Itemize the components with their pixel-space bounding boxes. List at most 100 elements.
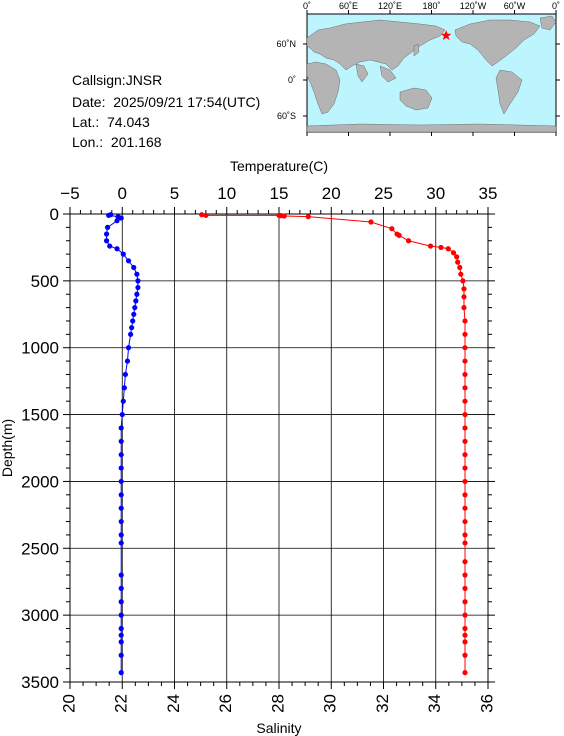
data-point (462, 572, 468, 578)
data-point (133, 298, 139, 304)
data-point (462, 625, 468, 632)
land-japan (413, 43, 420, 57)
data-point (462, 438, 468, 444)
data-point (118, 425, 124, 431)
salinity-tick-label: 28 (268, 694, 287, 713)
data-point (460, 278, 466, 284)
data-point (118, 505, 124, 511)
data-point (128, 331, 134, 337)
data-point (118, 632, 124, 638)
land-eurasia (306, 19, 446, 71)
salinity-tick-label: 26 (216, 694, 235, 713)
callsign-text: Callsign:JNSR (72, 72, 163, 88)
data-point (134, 291, 140, 297)
data-point (405, 238, 412, 244)
profile-series (103, 212, 468, 676)
data-point (427, 243, 434, 249)
temperature-tick-label: 5 (170, 184, 179, 203)
depth-tick-label: 2000 (21, 472, 59, 491)
temperature-tick-label: 15 (270, 184, 289, 203)
data-point (124, 358, 131, 364)
data-point (118, 639, 124, 645)
data-point (103, 238, 110, 244)
data-point (103, 231, 110, 237)
data-point (438, 244, 444, 251)
salinity-axis-label: Salinity (256, 720, 301, 736)
depth-tick-label: 2500 (21, 539, 59, 558)
data-point (462, 559, 468, 565)
data-point (203, 212, 209, 218)
map-land (306, 15, 557, 133)
salinity-tick-label: 30 (321, 694, 340, 713)
location-map: 0˚ 60˚E 120˚E 180˚ 120˚W 60˚W 0˚ 60˚N 0˚ 60˚S (276, 1, 560, 136)
map-lon-label: 0˚ (552, 1, 560, 11)
data-point (118, 478, 124, 485)
data-point (118, 585, 124, 592)
data-point (462, 425, 468, 431)
data-point (281, 213, 287, 219)
data-point (305, 214, 311, 220)
map-lat-label: 0˚ (288, 75, 296, 85)
data-point (462, 452, 468, 458)
data-point (130, 318, 136, 324)
data-point (134, 271, 140, 277)
depth-tick-label: 500 (31, 272, 59, 291)
data-point (131, 311, 137, 317)
land-south-america (495, 69, 523, 115)
salinity-tick-label: 24 (164, 694, 183, 713)
land-seasia (379, 65, 397, 83)
data-point (132, 305, 138, 311)
date-text: Date: 2025/09/21 17:54(UTC) (72, 94, 261, 110)
land-australia (399, 87, 433, 111)
salinity-tick-label: 32 (373, 694, 392, 713)
series-line-0 (201, 214, 466, 673)
depth-tick-label: 3000 (21, 606, 59, 625)
data-point (462, 518, 468, 525)
data-point (135, 278, 141, 284)
land-antarctica (306, 123, 557, 133)
data-point (135, 284, 141, 291)
map-lon-label: 120˚E (378, 1, 402, 11)
data-point (462, 478, 468, 485)
data-point (462, 345, 468, 351)
data-point (457, 264, 463, 271)
data-point (131, 264, 137, 271)
data-point (462, 411, 468, 418)
map-labels: 0˚ 60˚E 120˚E 180˚ 120˚W 60˚W 0˚ 60˚N 0˚ 60˚S (276, 1, 560, 121)
data-point (454, 254, 460, 260)
map-lon-label: 60˚E (339, 1, 358, 11)
temperature-tick-label: −5 (60, 184, 79, 203)
data-point (396, 232, 402, 238)
data-point (118, 465, 124, 471)
data-point (462, 652, 468, 658)
data-point (368, 219, 374, 225)
float-position-marker (440, 30, 452, 41)
land-india (355, 63, 369, 83)
data-point (118, 599, 124, 605)
data-point (120, 398, 126, 404)
data-point (462, 331, 468, 337)
map-lat-label: 60˚N (276, 39, 296, 49)
data-point (121, 385, 127, 391)
temperature-tick-label: 10 (217, 184, 236, 203)
temperature-axis-label: Temperature(C) (230, 158, 328, 174)
data-point (462, 371, 468, 378)
data-point (118, 652, 124, 658)
map-lon-label: 120˚W (460, 1, 487, 11)
data-point (106, 212, 112, 218)
data-point (458, 271, 464, 277)
data-point (461, 305, 467, 311)
data-point (122, 371, 128, 378)
data-point (125, 258, 132, 264)
depth-tick-label: 1000 (21, 339, 59, 358)
data-point (199, 212, 205, 218)
depth-tick-label: 3500 (21, 673, 59, 692)
map-lon-label: 0˚ (303, 1, 311, 11)
map-lon-label: 180˚ (422, 1, 440, 11)
salinity-tick-label: 34 (425, 694, 444, 713)
data-point (462, 639, 468, 645)
latitude-text: Lat.: 74.043 (72, 114, 150, 130)
